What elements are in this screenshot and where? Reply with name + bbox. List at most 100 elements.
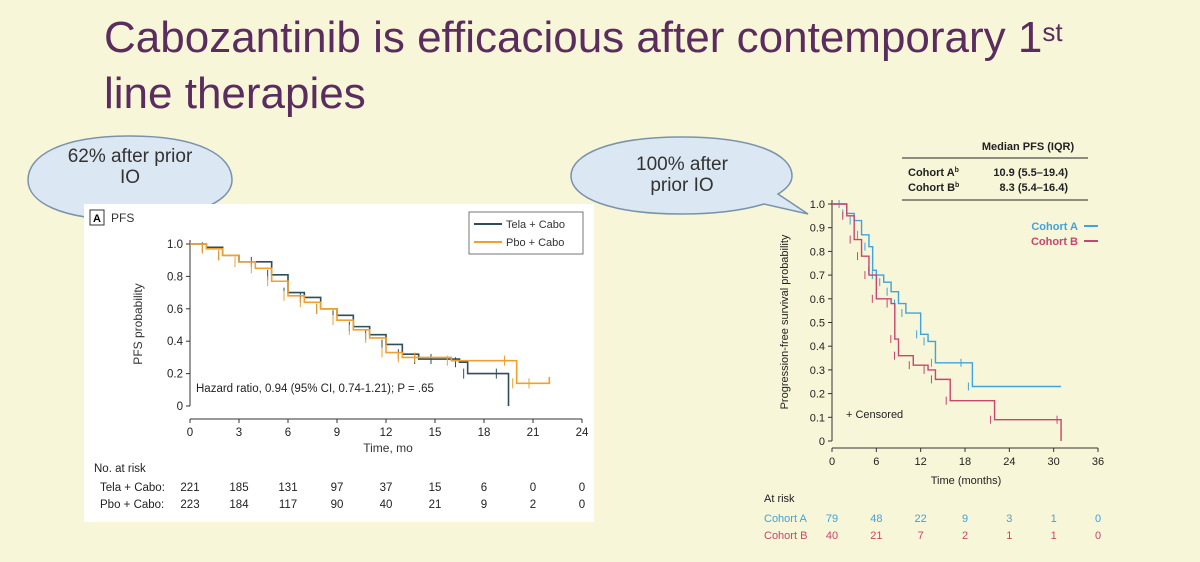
y-tick-label: 0 xyxy=(177,401,183,413)
right-at-risk-header: At risk xyxy=(764,493,795,505)
slide-title-superscript: st xyxy=(1042,17,1063,47)
y-tick-label: 0.4 xyxy=(167,336,184,348)
y-tick-label: 0 xyxy=(819,436,825,448)
y-tick-label: 0.6 xyxy=(167,304,183,316)
at-risk-value: 40 xyxy=(380,499,393,511)
slide-title: Cabozantinib is efficacious after contem… xyxy=(104,10,1194,122)
at-risk-value: 0 xyxy=(530,482,536,494)
right-chart-panel: Median PFS (IQR) Cohort Ab 10.9 (5.5–19.… xyxy=(758,130,1194,550)
at-risk-value: 0 xyxy=(1095,530,1101,542)
at-risk-value: 223 xyxy=(180,499,199,511)
right-legend: Cohort A Cohort B xyxy=(1031,221,1098,248)
x-tick-label: 18 xyxy=(959,456,971,468)
slide-title-line2: line therapies xyxy=(104,69,366,118)
km-curve-0 xyxy=(832,203,1062,388)
x-tick-label: 21 xyxy=(527,427,540,439)
censored-note: + Censored xyxy=(846,409,903,421)
at-risk-value: 0 xyxy=(579,482,585,494)
left-legend: Tela + Cabo Pbo + Cabo xyxy=(468,211,584,255)
y-tick-label: 0.9 xyxy=(810,223,825,235)
right-km-chart: Median PFS (IQR) Cohort Ab 10.9 (5.5–19.… xyxy=(764,141,1104,542)
right-callout-line1: 100% after xyxy=(636,154,728,175)
legend-label-pbo: Pbo + Cabo xyxy=(506,237,564,249)
at-risk-value: 9 xyxy=(481,499,487,511)
at-risk-value: 37 xyxy=(380,482,393,494)
right-callout-text: 100% after prior IO xyxy=(592,154,772,196)
x-tick-label: 0 xyxy=(829,456,835,468)
right-callout-bubble xyxy=(570,136,809,215)
left-x-axis-label: Time, mo xyxy=(363,441,413,455)
x-tick-label: 0 xyxy=(187,427,193,439)
y-tick-label: 0.3 xyxy=(810,365,825,377)
y-tick-label: 0.7 xyxy=(810,270,825,282)
at-risk-value: 97 xyxy=(331,482,344,494)
left-at-risk-label-tela: Tela + Cabo: xyxy=(100,482,165,494)
median-pfs-row-b: Cohort Bb xyxy=(908,182,959,194)
slide-title-main: Cabozantinib is efficacious after contem… xyxy=(104,13,1043,62)
y-tick-label: 0.5 xyxy=(810,318,825,330)
x-tick-label: 6 xyxy=(873,456,879,468)
at-risk-value: 22 xyxy=(915,513,927,525)
at-risk-value: 1 xyxy=(1051,530,1057,542)
panel-label: A xyxy=(93,213,101,225)
left-chart-title: PFS xyxy=(111,211,134,225)
left-callout-line1: 62% after prior xyxy=(67,146,193,167)
at-risk-value: 6 xyxy=(481,482,487,494)
at-risk-value: 79 xyxy=(826,513,838,525)
at-risk-value: 221 xyxy=(180,482,199,494)
legend-label-cohort-b: Cohort B xyxy=(1031,236,1078,248)
at-risk-value: 1 xyxy=(1051,513,1057,525)
at-risk-value: 0 xyxy=(579,499,585,511)
y-tick-label: 0.2 xyxy=(167,369,183,381)
median-pfs-table: Median PFS (IQR) Cohort Ab 10.9 (5.5–19.… xyxy=(902,141,1088,201)
at-risk-value: 1 xyxy=(1006,530,1012,542)
km-curve-1 xyxy=(190,243,551,385)
at-risk-value: 2 xyxy=(530,499,536,511)
legend-label-cohort-a: Cohort A xyxy=(1031,221,1078,233)
y-tick-label: 1.0 xyxy=(167,239,183,251)
y-tick-label: 0.1 xyxy=(810,412,825,424)
left-km-chart: A PFS Tela + Cabo Pbo + Cabo PFS probabi… xyxy=(89,209,589,511)
x-tick-label: 6 xyxy=(285,427,291,439)
at-risk-value: 3 xyxy=(1006,513,1012,525)
at-risk-value: 21 xyxy=(870,530,882,542)
y-tick-label: 0.6 xyxy=(810,294,825,306)
at-risk-value: 0 xyxy=(1095,513,1101,525)
at-risk-value: 15 xyxy=(429,482,442,494)
left-callout-line2: IO xyxy=(119,167,141,188)
at-risk-value: 184 xyxy=(229,499,249,511)
x-tick-label: 30 xyxy=(1048,456,1060,468)
left-hazard-annotation: Hazard ratio, 0.94 (95% CI, 0.74-1.21); … xyxy=(196,383,434,395)
x-tick-label: 36 xyxy=(1092,456,1104,468)
right-y-axis-label: Progression-free survival probability xyxy=(779,234,791,409)
y-tick-label: 0.4 xyxy=(810,341,825,353)
x-tick-label: 24 xyxy=(576,427,589,439)
median-pfs-header: Median PFS (IQR) xyxy=(982,141,1075,153)
at-risk-value: 2 xyxy=(962,530,968,542)
right-at-risk-label-a: Cohort A xyxy=(764,513,807,525)
at-risk-value: 117 xyxy=(279,499,297,511)
at-risk-value: 90 xyxy=(331,499,344,511)
at-risk-value: 7 xyxy=(918,530,924,542)
left-y-axis-label: PFS probability xyxy=(131,283,145,364)
left-at-risk-label-pbo: Pbo + Cabo: xyxy=(100,499,164,511)
median-pfs-row-a: Cohort Ab xyxy=(908,167,959,179)
y-tick-label: 0.8 xyxy=(167,271,183,283)
left-callout-text: 62% after prior IO xyxy=(40,146,220,188)
x-tick-label: 18 xyxy=(478,427,491,439)
y-tick-label: 0.2 xyxy=(810,389,825,401)
left-chart-panel: A PFS Tela + Cabo Pbo + Cabo PFS probabi… xyxy=(84,204,594,522)
x-tick-label: 15 xyxy=(429,427,442,439)
y-tick-label: 0.8 xyxy=(810,246,825,258)
x-tick-label: 24 xyxy=(1003,456,1015,468)
right-x-axis-label: Time (months) xyxy=(931,475,1002,487)
km-curve-1 xyxy=(832,203,1062,441)
left-at-risk-header: No. at risk xyxy=(94,463,146,475)
median-pfs-value-a: 10.9 (5.5–19.4) xyxy=(993,167,1068,179)
x-tick-label: 12 xyxy=(380,427,393,439)
x-tick-label: 9 xyxy=(334,427,340,439)
right-at-risk-label-b: Cohort B xyxy=(764,530,807,542)
legend-label-tela: Tela + Cabo xyxy=(506,219,565,231)
at-risk-value: 40 xyxy=(826,530,838,542)
x-tick-label: 3 xyxy=(236,427,242,439)
